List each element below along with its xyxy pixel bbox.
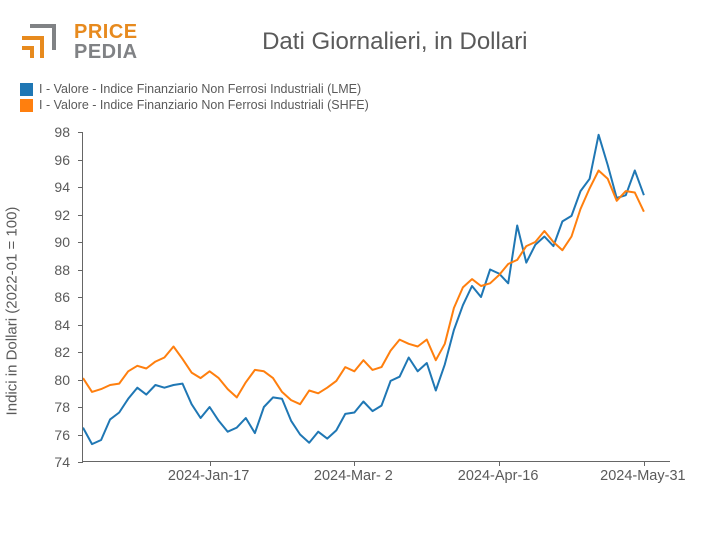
chart-area: Indici in Dollari (2022-01 = 100) 747678… <box>20 132 692 490</box>
y-tick-label: 96 <box>54 152 70 168</box>
series-line-shfe <box>83 171 644 405</box>
y-tick-label: 76 <box>54 427 70 443</box>
y-tick-label: 82 <box>54 344 70 360</box>
chart-title: Dati Giornalieri, in Dollari <box>138 28 692 56</box>
legend-label: I - Valore - Indice Finanziario Non Ferr… <box>39 98 369 112</box>
logo-text: PRICE PEDIA <box>74 22 138 62</box>
logo-line1: PRICE <box>74 22 138 42</box>
legend-swatch <box>20 99 33 112</box>
plot-wrap: 74767880828486889092949698 2024-Jan-1720… <box>82 132 692 490</box>
legend: I - Valore - Indice Finanziario Non Ferr… <box>0 74 712 126</box>
x-tick-label: 2024-Jan-17 <box>168 468 249 484</box>
x-tick-label: 2024-May-31 <box>600 468 685 484</box>
y-tick-label: 80 <box>54 372 70 388</box>
plot <box>82 132 670 462</box>
y-tick-label: 92 <box>54 207 70 223</box>
y-tick-label: 90 <box>54 234 70 250</box>
x-tick-label: 2024-Apr-16 <box>458 468 539 484</box>
x-tick-label: 2024-Mar- 2 <box>314 468 393 484</box>
plot-svg <box>83 132 671 462</box>
y-tick-label: 84 <box>54 317 70 333</box>
y-tick-label: 78 <box>54 399 70 415</box>
legend-item-shfe: I - Valore - Indice Finanziario Non Ferr… <box>20 98 692 112</box>
logo: PRICE PEDIA <box>20 18 138 66</box>
y-tick-label: 86 <box>54 289 70 305</box>
y-tick-label: 88 <box>54 262 70 278</box>
logo-mark-icon <box>20 18 68 66</box>
y-tick-label: 94 <box>54 179 70 195</box>
header: PRICE PEDIA Dati Giornalieri, in Dollari <box>0 0 712 74</box>
legend-item-lme: I - Valore - Indice Finanziario Non Ferr… <box>20 82 692 96</box>
y-tick-label: 74 <box>54 454 70 470</box>
y-tick-label: 98 <box>54 124 70 140</box>
legend-swatch <box>20 83 33 96</box>
y-axis-label: Indici in Dollari (2022-01 = 100) <box>4 207 21 416</box>
x-ticks: 2024-Jan-172024-Mar- 22024-Apr-162024-Ma… <box>82 462 670 490</box>
legend-label: I - Valore - Indice Finanziario Non Ferr… <box>39 82 361 96</box>
series-line-lme <box>83 135 644 444</box>
logo-line2: PEDIA <box>74 42 138 62</box>
